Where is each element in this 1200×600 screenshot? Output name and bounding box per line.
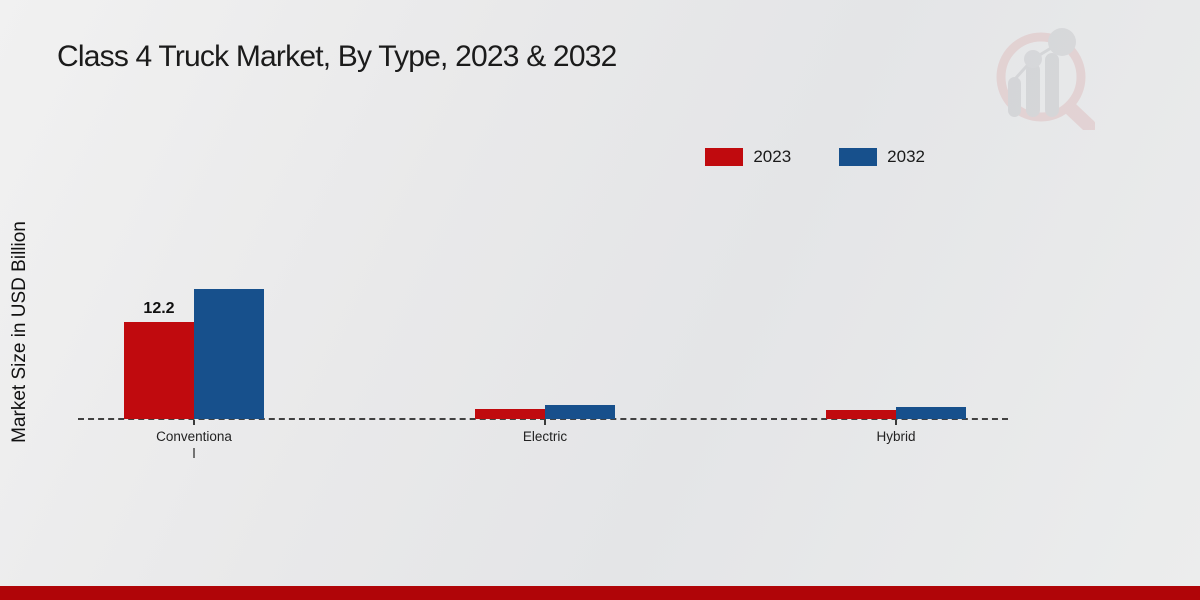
legend-swatch-2032-icon <box>839 148 878 166</box>
bar-2032-conventional <box>194 289 264 419</box>
category-label-line: l <box>192 446 196 461</box>
bar-2023-conventional <box>124 322 194 419</box>
market-research-logo-watermark-icon <box>996 28 1095 130</box>
legend-swatch-2023-icon <box>705 148 744 166</box>
category-label-line: Conventiona <box>156 429 232 444</box>
legend-item-2023: 2023 <box>705 147 791 167</box>
x-tick-hybrid <box>895 420 897 425</box>
legend-label-2023: 2023 <box>753 147 792 166</box>
legend: 2023 2032 <box>705 147 925 167</box>
zero-baseline <box>78 418 1008 420</box>
category-label-electric: Electric <box>465 428 625 445</box>
bar-2023-electric <box>475 409 545 419</box>
bar-2032-electric <box>545 405 615 419</box>
x-tick-conventional <box>193 420 195 425</box>
bar-2023-hybrid <box>826 410 896 419</box>
x-tick-electric <box>544 420 546 425</box>
bar-2032-hybrid <box>896 407 966 419</box>
legend-item-2032: 2032 <box>839 147 925 167</box>
chart-title: Class 4 Truck Market, By Type, 2023 & 20… <box>57 40 617 73</box>
data-label-2023-conventional: 12.2 <box>143 300 175 317</box>
category-label-line: Hybrid <box>876 429 916 444</box>
category-label-line: Electric <box>522 429 568 444</box>
legend-label-2032: 2032 <box>887 147 925 166</box>
footer-accent-bar <box>0 586 1200 600</box>
category-label-conventional: Conventiona l <box>114 428 274 462</box>
category-label-hybrid: Hybrid <box>816 428 976 445</box>
